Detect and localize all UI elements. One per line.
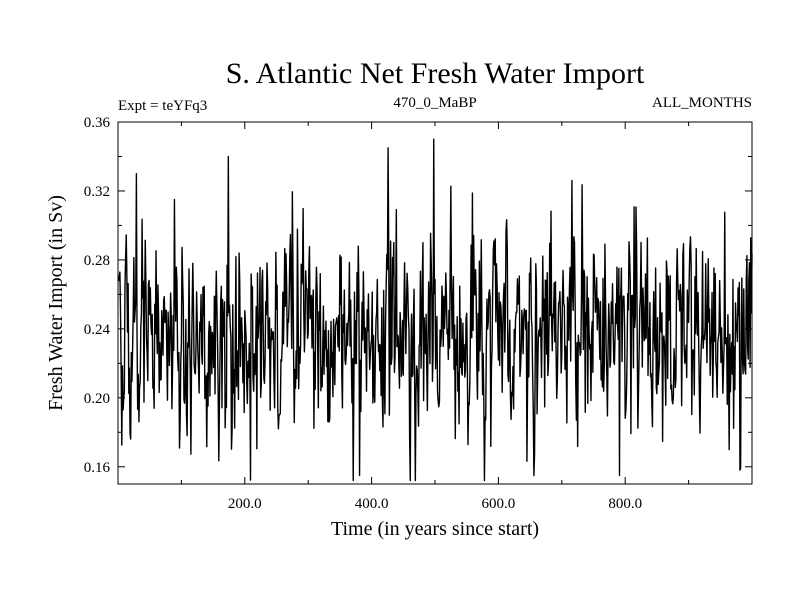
series-line: [117, 138, 753, 482]
x-tick-label: 800.0: [608, 496, 642, 512]
y-tick-label: 0.20: [84, 391, 110, 407]
plot-area: 200.0 400.0 600.0 800.0 0.16 0.20 0.24 0.28 0.3…: [84, 115, 753, 512]
subtitle-left: Expt = teYFq3: [118, 98, 207, 114]
subtitle-right: ALL_MONTHS: [652, 95, 752, 111]
y-axis-label: Fresh Water Import (in Sv): [45, 195, 67, 411]
chart-title: S. Atlantic Net Fresh Water Import: [226, 57, 645, 90]
x-axis-ticks: 200.0 400.0 600.0 800.0: [180, 122, 690, 512]
x-tick-label: 200.0: [228, 496, 262, 512]
y-tick-label: 0.32: [84, 184, 110, 200]
y-tick-label: 0.36: [84, 115, 111, 131]
x-axis-label: Time (in years since start): [331, 518, 539, 540]
y-tick-label: 0.24: [84, 322, 111, 338]
x-tick-label: 400.0: [355, 496, 389, 512]
y-tick-label: 0.28: [84, 253, 110, 269]
y-tick-label: 0.16: [84, 460, 111, 476]
subtitle-center: 470_0_MaBP: [393, 95, 476, 111]
x-tick-label: 600.0: [482, 496, 516, 512]
